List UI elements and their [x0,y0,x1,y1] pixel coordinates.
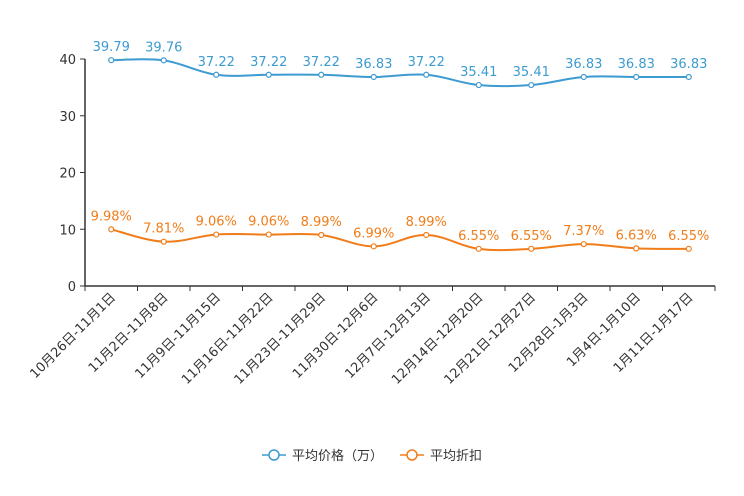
legend[interactable]: 平均价格（万） 平均折扣 [262,448,482,464]
legend-marker [406,449,418,461]
data-point[interactable] [475,81,482,89]
data-label: 7.37% [563,224,604,239]
data-point[interactable] [265,71,272,78]
data-point[interactable] [423,231,430,239]
data-point[interactable] [580,73,587,81]
data-point[interactable] [528,245,535,252]
data-label: 6.63% [616,228,657,243]
data-point[interactable] [370,73,377,81]
data-point[interactable] [475,245,482,252]
series-1: 39.79 39.76 37.22 37.22 37.22 36.83 37.22 35.41… [93,40,707,89]
data-label: 7.81% [143,222,184,237]
data-label: 37.22 [250,55,287,70]
series-2: 9.98% 7.81% 9.06% 9.06% 8.99% 6.99% 8.99% 6.55%… [91,209,709,252]
data-point[interactable] [108,226,115,233]
series-group: 39.79 39.76 37.22 37.22 37.22 36.83 37.22 35.41… [91,40,709,252]
data-point[interactable] [633,73,640,81]
data-point[interactable] [160,57,167,64]
data-point[interactable] [423,71,430,78]
data-label: 9.98% [91,209,132,224]
data-label: 6.99% [353,226,394,241]
data-point[interactable] [318,231,325,239]
y-tick-label: 20 [59,167,76,182]
data-label: 36.83 [618,57,655,72]
x-tick-label: 12月14日-12月20日 [389,290,486,387]
data-point[interactable] [265,231,272,238]
y-tick-label: 40 [59,53,76,68]
x-tick-label: 10月26日-11月1日 [27,290,119,382]
data-label: 6.55% [668,229,709,244]
data-label: 35.41 [460,65,497,80]
y-tick-label: 0 [68,280,76,295]
series-line [111,228,689,252]
data-label: 8.99% [406,215,447,230]
data-point[interactable] [528,81,535,89]
data-label: 35.41 [513,65,550,80]
data-point[interactable] [633,245,640,252]
data-point[interactable] [370,243,377,250]
y-tick-label: 10 [59,223,76,238]
x-tick-label: 11月23日-11月29日 [232,290,329,387]
data-label: 36.83 [565,57,602,72]
data-label: 37.22 [303,55,340,70]
y-tick-label: 30 [59,110,76,125]
data-label: 39.76 [145,40,182,55]
data-label: 6.55% [458,229,499,244]
data-label: 37.22 [198,55,235,70]
legend-marker [268,449,280,461]
x-tick-label: 12月21日-12月27日 [442,290,539,387]
legend-label: 平均价格（万） [292,448,383,464]
data-label: 36.83 [355,57,392,72]
legend-item-2[interactable]: 平均折扣 [400,449,482,464]
legend-item-1[interactable]: 平均价格（万） [262,448,383,464]
data-point[interactable] [318,71,325,78]
data-label: 8.99% [301,215,342,230]
data-point[interactable] [580,241,587,248]
data-point[interactable] [213,71,220,78]
legend-label: 平均折扣 [430,449,482,464]
data-point[interactable] [213,231,220,238]
data-point[interactable] [160,238,167,245]
data-point[interactable] [685,73,692,81]
data-point[interactable] [108,57,115,64]
data-point[interactable] [685,245,692,252]
data-label: 37.22 [408,55,445,70]
data-label: 36.83 [670,57,707,72]
x-tick-label: 11月16日-11月22日 [179,290,276,387]
data-label: 9.06% [196,215,237,230]
data-label: 39.79 [93,40,130,55]
data-label: 6.55% [511,229,552,244]
data-label: 9.06% [248,215,289,230]
series-line [111,58,689,88]
